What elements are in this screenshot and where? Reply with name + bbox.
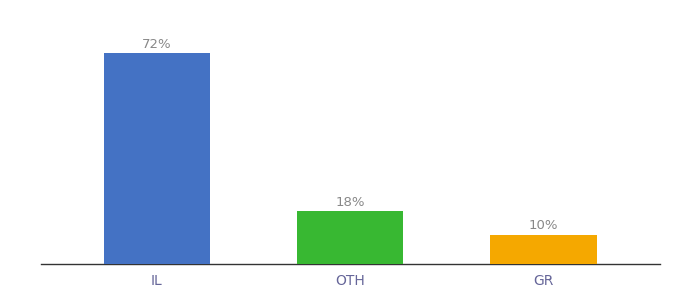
Bar bbox=[490, 235, 597, 264]
Text: 18%: 18% bbox=[335, 196, 365, 209]
Bar bbox=[297, 211, 403, 264]
Text: 10%: 10% bbox=[529, 219, 558, 232]
Text: 72%: 72% bbox=[142, 38, 171, 51]
Bar bbox=[103, 53, 210, 264]
